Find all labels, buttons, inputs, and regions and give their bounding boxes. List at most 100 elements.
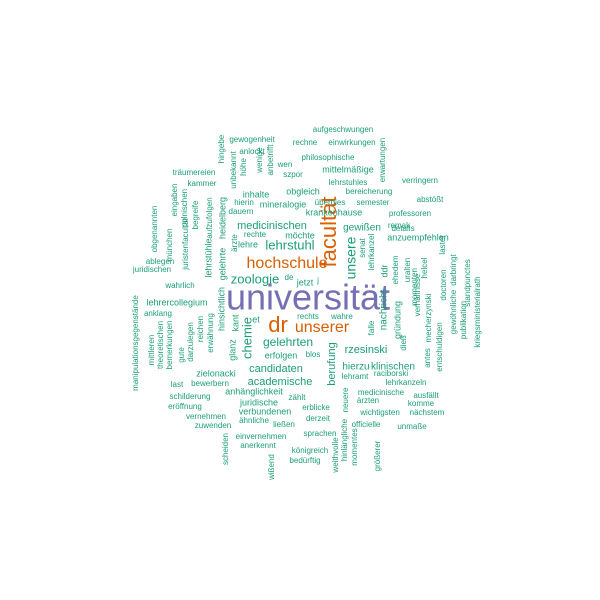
word: lehrkanzel xyxy=(367,234,376,271)
word: uralten xyxy=(403,258,412,282)
word: reichen xyxy=(196,316,205,342)
word: bewerbern xyxy=(191,379,229,388)
word: antes xyxy=(423,348,432,368)
word: vernehmen xyxy=(186,412,226,421)
word: schilderung xyxy=(170,392,211,401)
word: ddr xyxy=(379,264,389,277)
word: ausfällt xyxy=(413,391,439,400)
word: lehrkanzeln xyxy=(386,378,427,387)
word: gewöhnliche xyxy=(449,289,458,334)
word: jetzt xyxy=(296,277,314,287)
word: anhänglichkeit xyxy=(225,386,283,396)
word: weithvolle xyxy=(331,437,340,474)
word: erblicke xyxy=(302,403,330,412)
word: chemie xyxy=(239,317,254,359)
word: dr xyxy=(268,312,288,337)
word: details xyxy=(391,224,414,233)
word: rechne xyxy=(293,138,318,147)
word: scheiden xyxy=(221,433,230,465)
word: lehrstuhl xyxy=(265,237,314,252)
word: mecherzynski xyxy=(424,293,433,342)
word: unsere xyxy=(343,236,359,279)
word: semester xyxy=(357,198,390,207)
word: münchen xyxy=(165,229,174,262)
word: manipulationsgegenstände xyxy=(131,295,140,391)
word: neuere xyxy=(341,387,350,412)
word: bereicherung xyxy=(346,187,393,196)
word: verringern xyxy=(402,176,438,185)
word: philosophische xyxy=(302,153,355,162)
word: helcel xyxy=(420,257,429,278)
word: einwirkungen xyxy=(328,138,375,147)
word: obgenannten xyxy=(150,206,159,253)
word: theoretischen xyxy=(156,321,165,369)
word: königreich xyxy=(292,446,328,455)
word: senat xyxy=(358,237,367,257)
word: szpor xyxy=(283,170,303,179)
word: obgleich xyxy=(286,186,320,196)
word: lehrstühle xyxy=(203,238,213,277)
word: medicinische xyxy=(358,388,405,397)
word: nachricht xyxy=(379,289,390,330)
word: wahrlich xyxy=(164,281,194,290)
word: eröffnung xyxy=(168,402,202,411)
word: rzesinski xyxy=(345,344,388,356)
word: unserer xyxy=(295,319,350,336)
word: hierzu xyxy=(342,362,369,373)
word: mineralogie xyxy=(260,199,307,209)
word: gründung xyxy=(392,301,402,339)
word: komme xyxy=(408,399,435,408)
word: sprachen xyxy=(304,429,337,438)
word: juridischen xyxy=(132,265,171,274)
word: verbundenen xyxy=(239,406,292,416)
word: dauern xyxy=(229,207,254,216)
word: kriegsministerialrath xyxy=(473,276,482,347)
word: wen xyxy=(277,160,293,169)
word: anbetrifft xyxy=(266,144,275,176)
word: abstößt xyxy=(417,195,444,204)
word: erwähnung xyxy=(206,313,215,353)
word: dieß xyxy=(399,335,408,351)
word: darzulegen xyxy=(186,322,195,362)
word: candidaten xyxy=(249,363,303,375)
word: momentes xyxy=(350,428,359,465)
word: ähnliche xyxy=(239,416,269,425)
word: ablegen xyxy=(146,257,174,266)
word: inhalte xyxy=(243,189,270,199)
word: bedürftig xyxy=(289,456,320,465)
word: blos xyxy=(306,350,321,359)
word: gute xyxy=(177,347,186,363)
word: gelehrte xyxy=(217,248,227,281)
word: zoologie xyxy=(231,271,279,286)
word: wichtigsten xyxy=(359,408,400,417)
word: lehrstuhles xyxy=(329,178,368,187)
word: gewogenheit xyxy=(229,135,275,144)
word: ärzte xyxy=(230,234,239,252)
word: juridische xyxy=(239,397,278,407)
word: gelehrten xyxy=(263,335,313,349)
word: hochschule xyxy=(247,255,328,272)
word: eingaben xyxy=(170,184,179,217)
word: facultät xyxy=(316,197,341,268)
word: unbekannt xyxy=(229,151,238,189)
word: j xyxy=(316,276,319,285)
word: wahre xyxy=(330,312,353,321)
word: kammer xyxy=(188,179,217,188)
word: rechte xyxy=(244,230,267,239)
word: begreife xyxy=(191,200,200,229)
word: träumereien xyxy=(173,168,216,177)
word: nächstem xyxy=(410,408,445,417)
word: officielle xyxy=(352,420,381,429)
word: entschuldigen xyxy=(435,322,444,371)
word: kant xyxy=(230,314,240,332)
word: professoren xyxy=(389,209,431,218)
word: medicinischen xyxy=(237,220,307,232)
word: publikation xyxy=(459,301,468,339)
word: lastet xyxy=(438,235,447,255)
word: anklang xyxy=(144,309,172,318)
word: universität xyxy=(226,277,390,318)
word: last xyxy=(171,380,184,389)
word: anzuempfehlen xyxy=(387,232,449,242)
